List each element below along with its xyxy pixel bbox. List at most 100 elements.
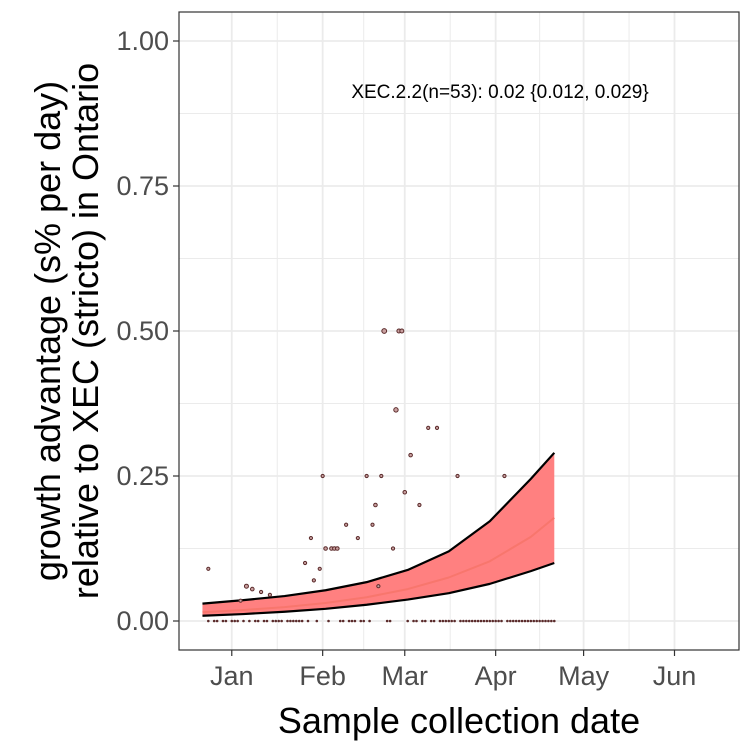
zero-point — [470, 619, 474, 623]
zero-point — [294, 619, 298, 623]
chart-annotation: XEC.2.2(n=53): 0.02 {0.012, 0.029} — [351, 82, 648, 103]
data-point — [393, 407, 399, 413]
zero-point — [233, 619, 237, 623]
data-point — [323, 546, 328, 551]
x-tick-label: Mar — [382, 661, 429, 691]
zero-point — [444, 619, 448, 623]
zero-point — [338, 619, 342, 623]
zero-point — [535, 619, 538, 623]
zero-point — [491, 619, 495, 623]
zero-point — [327, 619, 330, 623]
zero-point — [506, 619, 509, 623]
data-point — [320, 473, 325, 479]
zero-point — [315, 619, 319, 623]
zero-point — [368, 619, 371, 623]
zero-point — [552, 619, 556, 623]
zero-point — [476, 619, 480, 623]
zero-point — [289, 619, 292, 623]
zero-point — [509, 619, 512, 623]
x-tick-label: Feb — [299, 661, 346, 691]
zero-point — [550, 619, 553, 623]
fit-lines — [202, 452, 556, 617]
zero-point — [529, 619, 533, 623]
x-tick-label: Apr — [475, 661, 517, 691]
zero-point — [236, 619, 239, 623]
zero-point — [432, 619, 436, 623]
data-point — [267, 592, 272, 598]
zero-point — [286, 619, 289, 623]
x-tick-label: May — [558, 661, 610, 691]
data-point — [373, 502, 378, 508]
data-point — [455, 473, 460, 479]
data-point — [402, 489, 408, 495]
zero-point — [467, 619, 471, 623]
data-point — [417, 502, 422, 508]
zero-point — [297, 619, 301, 623]
data-point — [426, 425, 431, 430]
zero-point — [412, 619, 415, 623]
zero-point — [423, 619, 427, 623]
zero-point — [459, 619, 462, 623]
zero-point — [453, 619, 456, 623]
zero-point — [300, 619, 304, 623]
zero-point — [262, 619, 266, 623]
zero-point — [280, 619, 283, 623]
zero-point — [388, 619, 392, 623]
data-point — [238, 598, 243, 603]
zero-point — [541, 619, 544, 623]
zero-point — [242, 619, 245, 623]
zero-point — [256, 619, 260, 623]
zero-point — [517, 619, 521, 623]
upper-bound-line — [202, 452, 556, 605]
zero-point — [253, 619, 257, 623]
zero-point — [415, 619, 418, 623]
y-axis-title-line-2: relative to XEC (stricto) in Ontario — [65, 63, 106, 599]
data-point — [317, 566, 322, 571]
data-point — [335, 546, 340, 551]
zero-point — [450, 619, 453, 623]
zero-point — [429, 619, 433, 623]
zero-point — [479, 619, 483, 623]
x-tick-label: Jun — [653, 661, 697, 691]
zero-point — [497, 619, 500, 623]
data-point — [258, 589, 264, 595]
axis-ticks: 0.00 0.25 0.50 0.75 1.00 Jan Feb Mar Apr May Jun — [116, 26, 696, 691]
data-point — [249, 586, 255, 592]
zero-point — [488, 619, 492, 623]
zero-point — [494, 619, 497, 623]
zero-point — [532, 619, 536, 623]
zero-point — [500, 619, 503, 623]
data-point — [399, 328, 405, 334]
data-point — [390, 546, 396, 551]
zero-point — [511, 619, 515, 623]
fit-line — [202, 516, 555, 614]
zero-point — [473, 619, 477, 623]
data-point — [206, 566, 211, 571]
y-axis-title: growth advantage (s% per day) relative t… — [27, 63, 106, 599]
data-point — [408, 452, 413, 458]
zero-point — [212, 619, 216, 623]
data-point — [344, 522, 349, 527]
zero-point — [538, 619, 541, 623]
zero-point — [465, 619, 468, 623]
zero-point — [292, 619, 295, 623]
y-tick-label: 0.00 — [116, 606, 169, 636]
data-point — [379, 473, 384, 479]
zero-point — [306, 619, 310, 623]
zero-point — [341, 619, 345, 623]
zero-point — [221, 619, 225, 623]
zero-point — [447, 619, 451, 623]
zero-point — [523, 619, 527, 623]
y-tick-label: 0.50 — [116, 316, 169, 346]
data-point — [355, 535, 360, 541]
confidence-ribbon — [202, 452, 555, 616]
data-point — [302, 560, 308, 566]
data-point — [502, 473, 507, 479]
x-axis-title: Sample collection date — [278, 700, 640, 741]
lower-bound-line — [202, 561, 555, 617]
y-tick-label: 1.00 — [116, 26, 169, 56]
data-point — [243, 583, 249, 589]
data-point — [308, 535, 314, 541]
